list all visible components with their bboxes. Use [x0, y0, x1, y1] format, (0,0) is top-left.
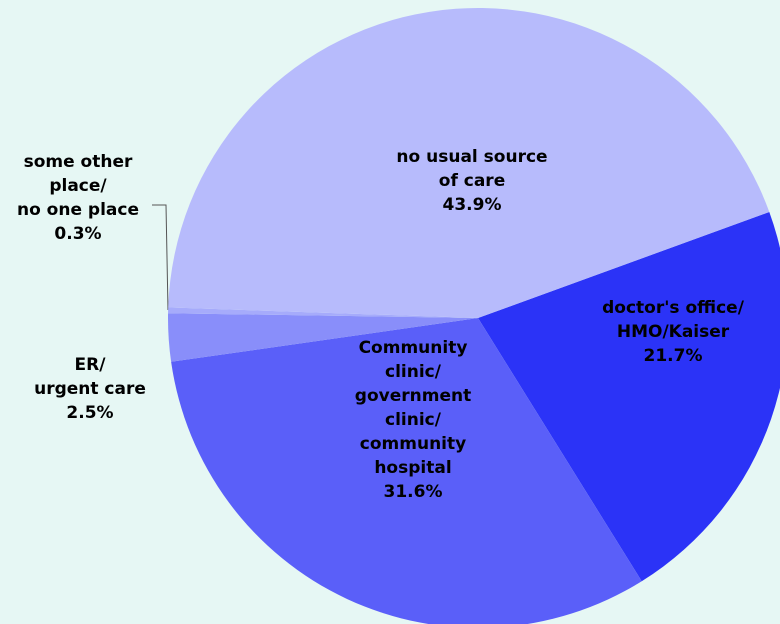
value-label: 21.7% — [644, 346, 703, 366]
value-label: 43.9% — [443, 195, 502, 215]
value-label: 0.3% — [54, 224, 101, 244]
slice-label: ER/urgent care — [34, 355, 146, 399]
slice-label: some other place/no one place — [17, 152, 139, 220]
slice-label: no usual source of care — [396, 147, 547, 191]
slice-label: Community clinic/government clinic/communi… — [355, 338, 471, 478]
value-label: 31.6% — [384, 482, 443, 502]
slice-label: doctor's office/HMO/Kaiser — [602, 298, 745, 342]
pie-slice — [478, 211, 780, 582]
pie-slice — [168, 307, 478, 318]
leader-line — [152, 204, 169, 311]
pie-slice — [171, 318, 642, 624]
pie-slice — [167, 313, 478, 362]
value-label: 2.5% — [66, 403, 113, 423]
pie-slice — [168, 8, 770, 319]
